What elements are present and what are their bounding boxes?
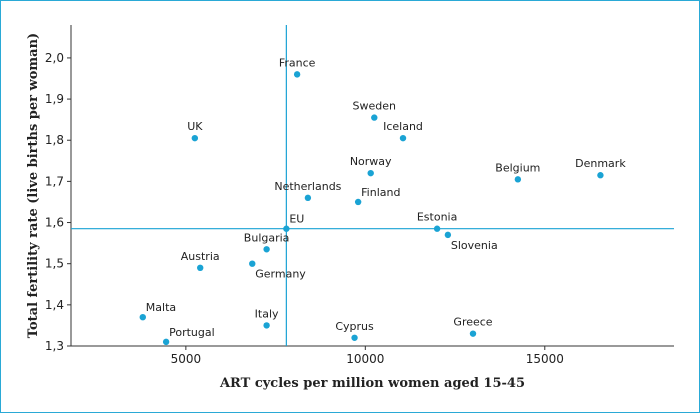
point-label-sweden: Sweden — [353, 100, 396, 113]
reference-lines — [71, 25, 674, 346]
point-label-greece: Greece — [453, 316, 492, 329]
data-point-bulgaria — [263, 246, 270, 253]
x-axis-title: ART cycles per million women aged 15-45 — [219, 376, 525, 391]
x-tick-label: 15000 — [526, 352, 564, 366]
data-point-norway — [367, 169, 374, 177]
point-label-portugal: Portugal — [169, 326, 215, 339]
point-label-malta: Malta — [146, 301, 176, 314]
point-label-uk: UK — [187, 120, 203, 133]
data-point-uk — [191, 134, 199, 142]
data-point-iceland — [399, 134, 407, 142]
data-point-finland — [354, 198, 362, 206]
y-tick-label: 1,5 — [45, 257, 64, 271]
point-label-belgium: Belgium — [495, 161, 540, 174]
data-point-netherlands — [304, 194, 312, 202]
x-tick-label: 10000 — [346, 352, 384, 366]
data-point-eu — [283, 225, 290, 232]
y-axis-title: Total fertility rate (live births per wo… — [26, 33, 41, 338]
data-point-malta — [139, 313, 146, 321]
point-label-germany: Germany — [255, 268, 306, 281]
data-point-germany — [249, 260, 256, 267]
y-tick-label: 2,0 — [45, 51, 64, 65]
x-tick-label: 5000 — [171, 352, 202, 366]
point-label-denmark: Denmark — [575, 157, 626, 170]
point-label-austria: Austria — [181, 250, 220, 263]
point-label-italy: Italy — [255, 307, 279, 320]
data-point-sweden — [371, 114, 378, 121]
y-tick-label: 1,4 — [45, 298, 64, 312]
y-tick-label: 1,8 — [45, 133, 64, 147]
data-point-portugal — [162, 338, 170, 346]
point-label-finland: Finland — [361, 186, 400, 199]
y-tick-label: 1,9 — [45, 92, 64, 106]
point-label-iceland: Iceland — [383, 120, 423, 133]
y-tick-label: 1,6 — [45, 216, 64, 230]
data-point-denmark — [597, 172, 604, 179]
data-point-belgium — [514, 176, 522, 183]
point-label-estonia: Estonia — [417, 211, 458, 224]
axes: 1,3 1,4 1,5 1,6 1,7 1,8 1,9 2,0 5000 10000 15000 — [45, 25, 674, 366]
data-point-austria — [197, 264, 204, 272]
point-labels: France Sweden Iceland UK Norway Belgium Denmar… — [146, 56, 627, 339]
point-label-eu: EU — [289, 213, 304, 226]
data-point-slovenia — [444, 231, 452, 239]
data-point-france — [293, 71, 301, 78]
data-point-italy — [263, 322, 270, 329]
point-label-bulgaria: Bulgaria — [244, 231, 290, 244]
y-tick-label: 1,3 — [45, 339, 64, 353]
data-point-estonia — [433, 225, 441, 232]
point-label-cyprus: Cyprus — [335, 320, 374, 333]
y-tick-label: 1,7 — [45, 174, 64, 188]
point-label-netherlands: Netherlands — [274, 180, 341, 193]
data-point-greece — [469, 330, 477, 337]
data-points — [139, 71, 604, 346]
point-label-slovenia: Slovenia — [451, 239, 498, 252]
point-label-france: France — [279, 56, 316, 69]
point-label-norway: Norway — [350, 155, 392, 168]
data-point-cyprus — [351, 334, 358, 341]
